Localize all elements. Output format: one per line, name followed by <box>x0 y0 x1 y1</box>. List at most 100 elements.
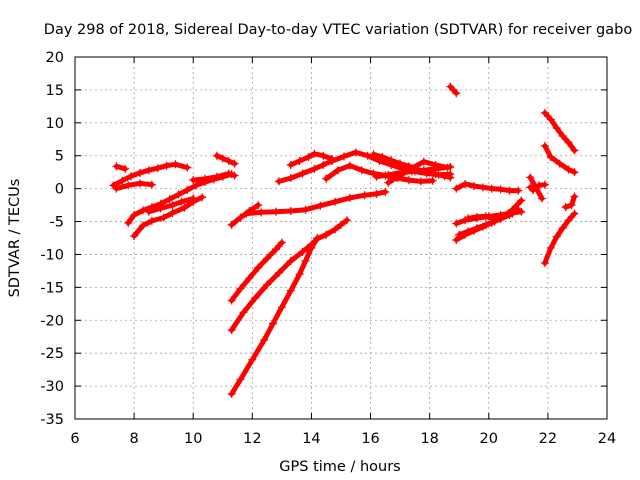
data-point <box>384 178 393 187</box>
data-point <box>452 89 461 98</box>
data-points <box>109 82 579 398</box>
series-trail <box>214 153 238 167</box>
y-tick-label: 20 <box>46 50 64 66</box>
data-point <box>269 319 278 328</box>
data-point <box>570 192 579 201</box>
y-tick-label: -30 <box>40 379 64 395</box>
data-series <box>242 187 390 218</box>
data-point <box>452 184 461 193</box>
data-point <box>236 213 245 222</box>
x-tick-label: 24 <box>598 431 616 447</box>
data-point <box>464 214 473 223</box>
data-point <box>558 131 567 140</box>
data-point <box>171 160 180 169</box>
data-point <box>334 166 343 175</box>
y-tick-label: -20 <box>40 313 64 329</box>
data-point <box>552 232 561 241</box>
data-point <box>564 165 573 174</box>
data-point <box>319 151 328 160</box>
data-point <box>546 153 555 162</box>
data-point <box>351 148 360 157</box>
data-point <box>112 184 121 193</box>
data-point <box>369 150 378 159</box>
data-point <box>446 162 455 171</box>
x-tick-label: 14 <box>302 431 320 447</box>
data-point <box>407 167 416 176</box>
data-point <box>286 160 295 169</box>
data-point <box>286 257 295 266</box>
chart-title: Day 298 of 2018, Sidereal Day-to-day VTE… <box>44 22 633 38</box>
data-point <box>251 293 260 302</box>
x-tick-label: 12 <box>243 431 261 447</box>
series-trail <box>542 143 577 175</box>
data-point <box>360 191 369 200</box>
data-point <box>517 196 526 205</box>
data-point <box>183 163 192 172</box>
data-point <box>316 201 325 210</box>
y-tick-label: 5 <box>55 149 64 165</box>
data-point <box>286 286 295 295</box>
data-point <box>431 164 440 173</box>
x-tick-label: 8 <box>129 431 138 447</box>
data-point <box>277 303 286 312</box>
data-point <box>372 172 381 181</box>
data-point <box>257 208 266 217</box>
data-point <box>236 284 245 293</box>
x-tick-label: 22 <box>539 431 557 447</box>
data-series <box>286 149 337 169</box>
data-point <box>242 209 251 218</box>
data-point <box>363 151 372 160</box>
data-point <box>136 168 145 177</box>
data-series <box>227 238 286 305</box>
data-series <box>372 162 455 181</box>
data-point <box>162 161 171 170</box>
data-point <box>274 177 283 186</box>
data-point <box>337 220 345 229</box>
y-tick-label: -35 <box>40 412 64 428</box>
data-point <box>224 156 233 165</box>
data-point <box>404 176 413 185</box>
data-point <box>496 185 505 194</box>
data-point <box>446 173 455 182</box>
data-series <box>464 209 517 223</box>
data-point <box>138 221 147 230</box>
data-point <box>248 355 257 364</box>
series-trail <box>527 174 545 201</box>
data-point <box>165 195 174 204</box>
data-point <box>260 336 269 345</box>
data-point <box>144 207 153 216</box>
data-point <box>127 172 136 181</box>
data-point <box>546 243 555 252</box>
y-tick-label: 15 <box>46 83 64 99</box>
x-axis-label: GPS time / hours <box>279 459 400 475</box>
data-point <box>310 149 319 158</box>
data-point <box>526 173 535 182</box>
x-tick-label: 10 <box>184 431 202 447</box>
data-point <box>428 176 437 185</box>
data-point <box>452 235 461 244</box>
data-point <box>570 209 579 218</box>
y-tick-label: 0 <box>55 182 64 198</box>
data-point <box>130 210 139 219</box>
data-point <box>189 194 198 203</box>
data-series <box>540 209 579 268</box>
y-tick-label: -25 <box>40 346 64 362</box>
data-point <box>198 193 207 202</box>
data-point <box>159 213 168 222</box>
data-point <box>138 206 147 215</box>
data-point <box>180 203 189 212</box>
data-point <box>304 153 313 162</box>
data-point <box>310 164 319 173</box>
data-point <box>322 174 331 183</box>
data-point <box>147 216 156 225</box>
data-series <box>112 162 130 173</box>
data-point <box>472 212 481 221</box>
data-point <box>540 259 549 268</box>
data-point <box>298 169 307 178</box>
data-point <box>189 176 198 185</box>
grid <box>75 57 607 419</box>
data-point <box>416 177 425 186</box>
data-point <box>319 160 328 169</box>
data-point <box>419 157 428 166</box>
data-point <box>254 201 263 210</box>
